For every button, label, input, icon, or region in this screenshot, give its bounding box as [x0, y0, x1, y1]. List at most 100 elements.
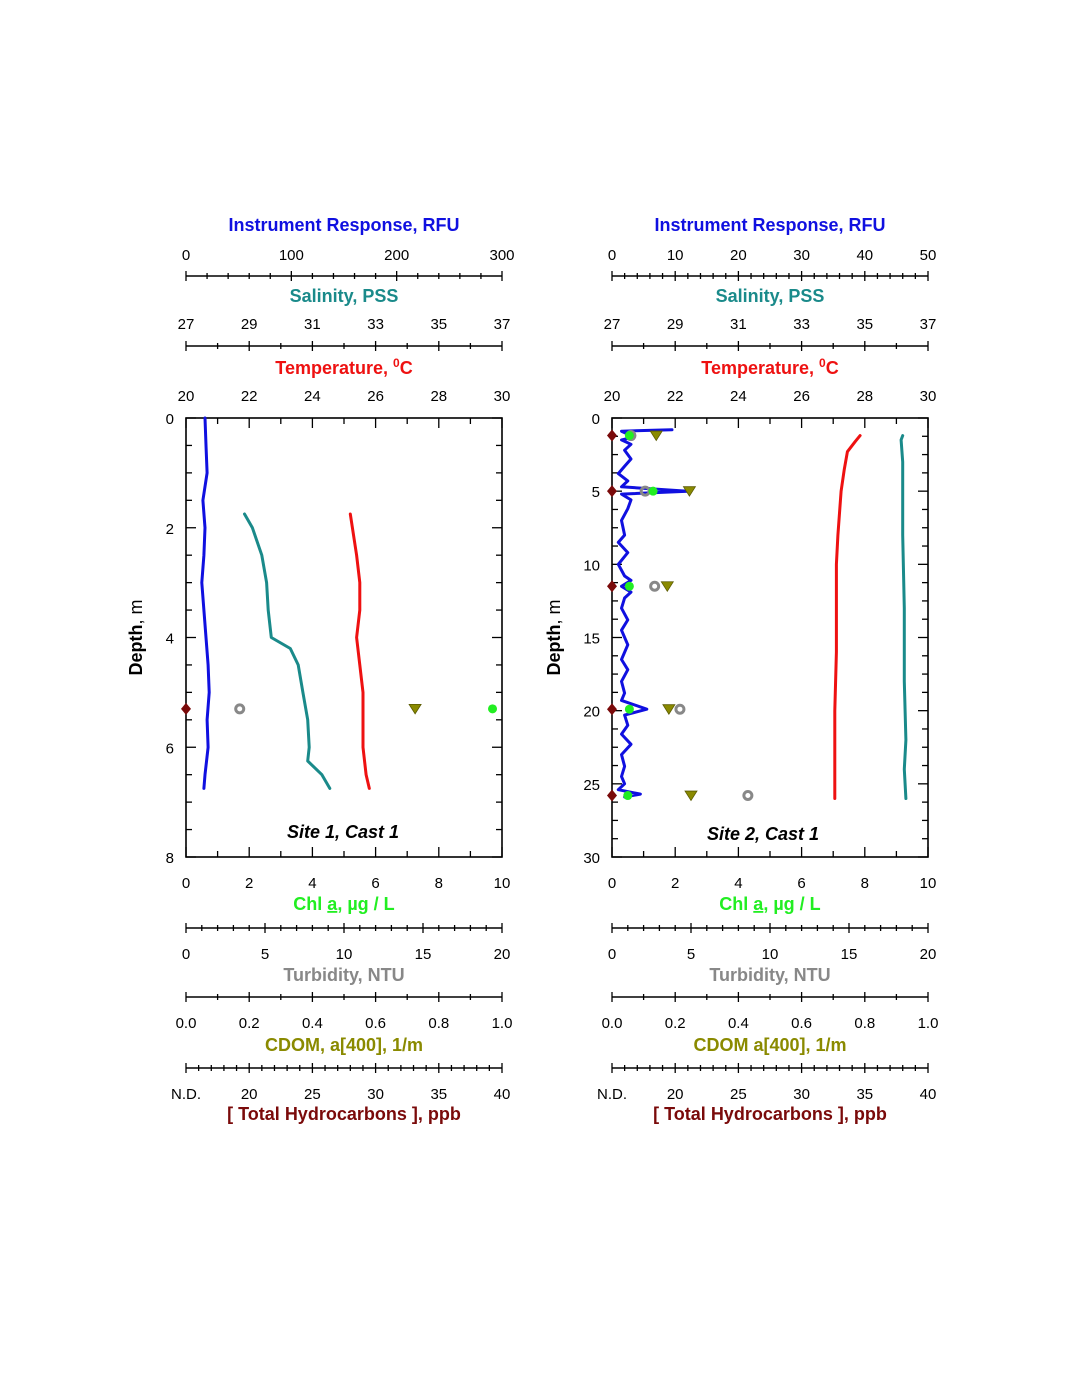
top-axis-salinity-tick-label: 33 [793, 316, 810, 333]
bottom-axis-thc-tick-label: 25 [730, 1086, 747, 1103]
top-axis-temperature-tick-label: 20 [604, 388, 621, 405]
bottom-axis-cdom-tick-label: 1.0 [918, 1015, 939, 1032]
data-point-thc [607, 580, 617, 593]
bottom-axis-thc-tick-label: 35 [430, 1086, 447, 1103]
bottom-axis-chl-tick-label: 2 [671, 875, 679, 892]
data-point-turbidity [649, 580, 661, 592]
bottom-axis-cdom-tick-label: 0.8 [428, 1015, 449, 1032]
bottom-axis-thc-tick-label: 30 [367, 1086, 384, 1103]
bottom-axis-thc-tick-label: 25 [304, 1086, 321, 1103]
series-line-temperature [833, 434, 862, 800]
bottom-axis-thc-title: [ Total Hydrocarbons ], ppb [653, 1104, 887, 1124]
bottom-axis-chl-tick-label: 6 [371, 875, 379, 892]
top-axis-temperature-tick-label: 28 [430, 388, 447, 405]
depth-tick-label: 15 [583, 631, 600, 648]
top-axis-rfu-tick-label: 300 [489, 247, 514, 264]
depth-tick-label: 4 [166, 631, 174, 648]
bottom-axis-thc-tick-label: 40 [494, 1086, 511, 1103]
top-axis-rfu-tick-label: 40 [856, 247, 873, 264]
top-axis-temperature-tick-label: 26 [367, 388, 384, 405]
depth-tick-label: 5 [592, 484, 600, 501]
data-point-chl [488, 704, 498, 714]
top-axis-salinity-tick-label: 31 [730, 316, 747, 333]
bottom-axis-turbidity-tick-label: 15 [415, 946, 432, 963]
data-point-cdom [662, 704, 676, 715]
bottom-axis-turbidity-tick-label: 10 [762, 946, 779, 963]
top-axis-rfu-tick-label: 10 [667, 247, 684, 264]
top-axis-rfu-tick-label: 20 [730, 247, 747, 264]
top-axis-temperature-tick-label: 22 [241, 388, 258, 405]
bottom-axis-chl-tick-label: 0 [608, 875, 616, 892]
bottom-axis-thc-tick-label: 20 [667, 1086, 684, 1103]
top-axis-temperature-tick-label: 30 [920, 388, 937, 405]
top-axis-temperature-tick-label: 24 [730, 388, 747, 405]
bottom-axis-turbidity-tick-label: 0 [608, 946, 616, 963]
top-axis-temperature-tick-label: 30 [494, 388, 511, 405]
series-line-salinity [899, 434, 908, 800]
depth-tick-label: 20 [583, 704, 600, 721]
cast-label: Site 2, Cast 1 [707, 824, 819, 844]
bottom-axis-turbidity-tick-label: 5 [261, 946, 269, 963]
top-axis-temperature-title: Temperature, 0C [275, 356, 412, 378]
top-axis-temperature-tick-label: 28 [856, 388, 873, 405]
data-point-cdom [660, 581, 675, 593]
cast-label: Site 1, Cast 1 [287, 822, 399, 842]
plot-frame [185, 417, 503, 858]
top-axis-temperature-title: Temperature, 0C [701, 356, 838, 378]
bottom-axis-cdom-tick-label: 0.2 [239, 1015, 260, 1032]
series-line-temperature [348, 512, 371, 790]
depth-tick-label: 25 [583, 777, 600, 794]
depth-tick-label: 2 [166, 521, 174, 538]
top-axis-rfu-tick-label: 200 [384, 247, 409, 264]
bottom-axis-cdom-tick-label: 0.4 [728, 1015, 749, 1032]
top-axis-rfu-tick-label: 100 [279, 247, 304, 264]
bottom-axis-cdom-tick-label: 0.6 [791, 1015, 812, 1032]
data-point-turbidity [234, 703, 246, 715]
series-line-rfu [200, 416, 211, 790]
bottom-axis-chl-tick-label: 6 [797, 875, 805, 892]
top-axis-salinity-tick-label: 35 [430, 316, 447, 333]
data-point-cdom [408, 703, 422, 715]
depth-axis-title: Depth, m [544, 600, 564, 676]
bottom-axis-turbidity-tick-label: 0 [182, 946, 190, 963]
top-axis-salinity-tick-label: 35 [856, 316, 873, 333]
series-line-salinity [243, 512, 332, 790]
data-point-chl [623, 791, 633, 801]
bottom-axis-turbidity-tick-label: 15 [841, 946, 858, 963]
depth-tick-label: 8 [166, 850, 174, 867]
depth-tick-label: 30 [583, 850, 600, 867]
bottom-axis-chl-tick-label: 8 [435, 875, 443, 892]
data-point-thc [607, 703, 617, 716]
bottom-axis-chl-title: Chl a, µg / L [293, 894, 394, 914]
depth-tick-label: 0 [166, 411, 174, 428]
depth-tick-label: 0 [592, 411, 600, 428]
bottom-axis-cdom-title: CDOM a[400], 1/m [693, 1035, 846, 1055]
depth-axis-title: Depth, m [126, 600, 146, 676]
bottom-axis-thc-tick-label: N.D. [171, 1086, 201, 1103]
bottom-axis-chl-tick-label: 0 [182, 875, 190, 892]
plot-frame [611, 417, 929, 858]
bottom-axis-cdom-tick-label: 0.6 [365, 1015, 386, 1032]
bottom-axis-thc-tick-label: N.D. [597, 1086, 627, 1103]
data-point-cdom [649, 430, 663, 442]
bottom-axis-cdom-tick-label: 0.0 [176, 1015, 197, 1032]
top-axis-salinity-tick-label: 37 [920, 316, 937, 333]
bottom-axis-turbidity-tick-label: 20 [494, 946, 511, 963]
top-axis-temperature-tick-label: 22 [667, 388, 684, 405]
top-axis-salinity-tick-label: 33 [367, 316, 384, 333]
top-axis-salinity-tick-label: 27 [604, 316, 621, 333]
bottom-axis-thc-title: [ Total Hydrocarbons ], ppb [227, 1104, 461, 1124]
bottom-axis-turbidity-tick-label: 5 [687, 946, 695, 963]
bottom-axis-turbidity-tick-label: 20 [920, 946, 937, 963]
top-axis-salinity-tick-label: 29 [241, 316, 258, 333]
bottom-axis-cdom-tick-label: 0.2 [665, 1015, 686, 1032]
bottom-axis-thc-tick-label: 35 [856, 1086, 873, 1103]
bottom-axis-chl-tick-label: 8 [861, 875, 869, 892]
depth-tick-label: 6 [166, 740, 174, 757]
bottom-axis-cdom-title: CDOM, a[400], 1/m [265, 1035, 423, 1055]
top-axis-temperature-tick-label: 26 [793, 388, 810, 405]
top-axis-salinity-tick-label: 27 [178, 316, 195, 333]
top-axis-rfu-tick-label: 30 [793, 247, 810, 264]
